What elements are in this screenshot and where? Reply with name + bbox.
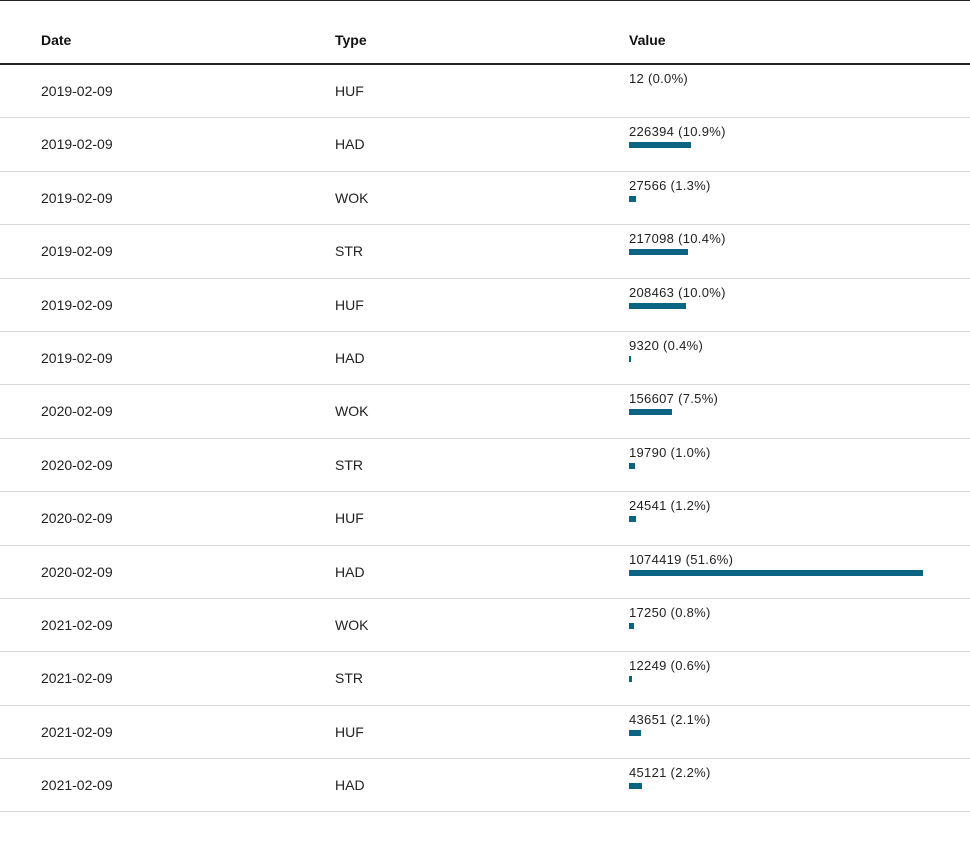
date-cell: 2021-02-09 xyxy=(41,777,113,794)
value-cell: 156607 (7.5%) xyxy=(629,391,929,416)
date-cell: 2019-02-09 xyxy=(41,189,113,206)
value-label: 12249 (0.6%) xyxy=(629,658,711,674)
type-cell: HAD xyxy=(335,136,365,153)
value-label: 24541 (1.2%) xyxy=(629,498,711,514)
type-cell: WOK xyxy=(335,189,369,206)
table-row: 2021-02-09 STR 12249 (0.6%) xyxy=(0,652,970,706)
value-bar xyxy=(629,622,634,629)
table-row: 2021-02-09 HAD 45121 (2.2%) xyxy=(0,759,970,813)
table-row: 2019-02-09 HUF 12 (0.0%) xyxy=(0,65,970,119)
value-label: 17250 (0.8%) xyxy=(629,604,711,620)
date-cell: 2020-02-09 xyxy=(41,403,113,420)
value-bar xyxy=(629,142,692,149)
type-cell: HUF xyxy=(335,83,364,99)
date-cell: 2020-02-09 xyxy=(41,510,113,527)
table-row: 2020-02-09 STR 19790 (1.0%) xyxy=(0,439,970,493)
date-cell: 2019-02-09 xyxy=(41,349,113,366)
date-cell: 2020-02-09 xyxy=(41,563,113,580)
value-label: 217098 (10.4%) xyxy=(629,231,726,247)
value-bar xyxy=(629,409,672,416)
table-row: 2019-02-09 HAD 226394 (10.9%) xyxy=(0,118,970,172)
value-bar xyxy=(629,569,923,576)
value-cell: 43651 (2.1%) xyxy=(629,712,929,736)
value-cell: 19790 (1.0%) xyxy=(629,445,929,469)
type-cell: STR xyxy=(335,670,363,687)
value-cell: 12 (0.0%) xyxy=(629,71,929,95)
table-row: 2021-02-09 WOK 17250 (0.8%) xyxy=(0,599,970,653)
value-bar xyxy=(629,676,633,683)
type-cell: STR xyxy=(335,243,363,260)
value-cell: 217098 (10.4%) xyxy=(629,231,929,256)
value-bar xyxy=(629,462,635,469)
value-cell: 24541 (1.2%) xyxy=(629,498,929,523)
table-row: 2019-02-09 STR 217098 (10.4%) xyxy=(0,225,970,279)
type-cell: HAD xyxy=(335,349,365,366)
value-bar xyxy=(629,783,642,790)
value-cell: 17250 (0.8%) xyxy=(629,605,929,629)
header-date: Date xyxy=(41,32,72,48)
value-cell: 9320 (0.4%) xyxy=(629,338,929,362)
type-cell: STR xyxy=(335,456,363,473)
date-cell: 2019-02-09 xyxy=(41,136,113,153)
date-cell: 2019-02-09 xyxy=(41,243,113,260)
table-header: Date Type Value xyxy=(0,1,970,65)
table-row: 2021-02-09 HUF 43651 (2.1%) xyxy=(0,706,970,760)
value-cell: 226394 (10.9%) xyxy=(629,124,929,149)
value-bar xyxy=(629,729,641,736)
value-label: 1074419 (51.6%) xyxy=(629,551,734,567)
value-bar xyxy=(629,195,637,202)
date-cell: 2019-02-09 xyxy=(41,296,113,313)
type-cell: HUF xyxy=(335,296,364,313)
value-label: 208463 (10.0%) xyxy=(629,284,726,300)
value-cell: 27566 (1.3%) xyxy=(629,178,929,202)
value-bar xyxy=(629,302,686,309)
value-label: 9320 (0.4%) xyxy=(629,337,704,353)
value-label: 45121 (2.2%) xyxy=(629,765,711,781)
value-bar xyxy=(629,355,632,362)
value-cell: 12249 (0.6%) xyxy=(629,658,929,683)
value-bar xyxy=(629,249,689,256)
table-row: 2020-02-09 WOK 156607 (7.5%) xyxy=(0,385,970,439)
value-label: 226394 (10.9%) xyxy=(629,124,726,140)
date-cell: 2021-02-09 xyxy=(41,723,113,740)
date-cell: 2021-02-09 xyxy=(41,670,113,687)
table-body: 2019-02-09 HUF 12 (0.0%) 2019-02-09 HAD 22639… xyxy=(0,65,970,813)
value-label: 27566 (1.3%) xyxy=(629,177,711,193)
table-row: 2019-02-09 HUF 208463 (10.0%) xyxy=(0,279,970,332)
date-cell: 2020-02-09 xyxy=(41,456,113,473)
value-cell: 1074419 (51.6%) xyxy=(629,552,929,576)
type-cell: WOK xyxy=(335,616,369,633)
value-cell: 208463 (10.0%) xyxy=(629,285,929,309)
value-bar xyxy=(629,516,636,523)
type-cell: WOK xyxy=(335,403,369,420)
header-type: Type xyxy=(335,32,367,48)
value-label: 12 (0.0%) xyxy=(629,71,689,86)
type-cell: HAD xyxy=(335,777,365,794)
value-label: 19790 (1.0%) xyxy=(629,444,711,460)
date-cell: 2021-02-09 xyxy=(41,616,113,633)
value-label: 43651 (2.1%) xyxy=(629,711,711,727)
value-label: 156607 (7.5%) xyxy=(629,391,719,407)
date-cell: 2019-02-09 xyxy=(41,83,113,99)
table-row: 2020-02-09 HAD 1074419 (51.6%) xyxy=(0,546,970,599)
type-cell: HUF xyxy=(335,723,364,740)
data-table: Date Type Value 2019-02-09 HUF 12 (0.0%) 20… xyxy=(0,0,970,813)
table-row: 2019-02-09 WOK 27566 (1.3%) xyxy=(0,172,970,226)
header-value: Value xyxy=(629,32,666,48)
value-cell: 45121 (2.2%) xyxy=(629,765,929,790)
type-cell: HAD xyxy=(335,563,365,580)
table-row: 2020-02-09 HUF 24541 (1.2%) xyxy=(0,492,970,546)
type-cell: HUF xyxy=(335,510,364,527)
table-row: 2019-02-09 HAD 9320 (0.4%) xyxy=(0,332,970,386)
